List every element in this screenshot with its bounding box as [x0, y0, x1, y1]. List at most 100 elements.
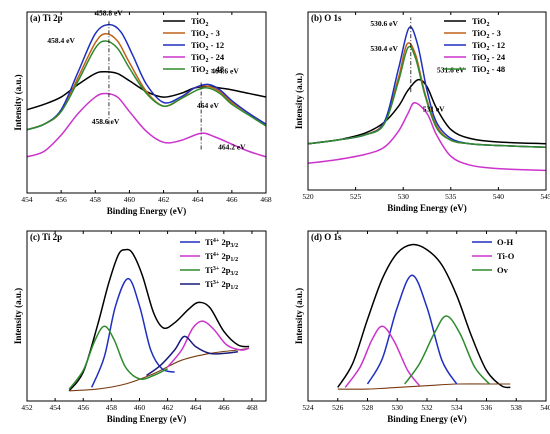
legend-entry: TiO2 - 12 — [472, 40, 505, 52]
series-line-tio2-3 — [308, 42, 546, 149]
panel-label: (c) Ti 2p — [30, 232, 62, 242]
x-tick-label: 468 — [246, 403, 258, 412]
x-tick-label: 462 — [158, 195, 170, 204]
x-tick-label: 528 — [362, 403, 374, 412]
series-line-ti4-2p1-2 — [167, 320, 250, 368]
x-tick-label: 456 — [78, 403, 90, 412]
x-tick-label: 464 — [192, 195, 204, 204]
legend-entry: TiO2 — [472, 16, 490, 28]
series-group — [337, 243, 511, 390]
x-tick-label: 454 — [49, 403, 61, 412]
panel-3: 452 454 456 458 460 462 464 466 468 (c) Ti 2p Bind… — [13, 230, 267, 424]
series-group — [308, 26, 546, 172]
y-axis-label: Intensity (a.u.) — [294, 73, 304, 129]
x-tick-label: 536 — [481, 403, 493, 412]
legend-entry: Ti-O — [497, 251, 515, 261]
series-line-o-h — [366, 274, 458, 385]
x-axis-label: Binding Energy (eV) — [387, 414, 467, 424]
legend-entry: TiO2 — [191, 16, 209, 28]
legend-entry: Ov — [497, 265, 509, 275]
x-tick-label: 538 — [511, 403, 523, 412]
peak-annotation: 458.4 eV — [47, 36, 75, 45]
x-axis-label: Binding Energy (eV) — [107, 414, 187, 424]
peak-annotation: 531.6 eV — [437, 66, 465, 75]
peak-annotation: 458.8 eV — [95, 9, 123, 18]
plot-frame — [26, 11, 267, 194]
x-tick-label: 454 — [21, 195, 33, 204]
legend: O-H Ti-O Ov — [472, 237, 515, 275]
panel-label: (d) O 1s — [311, 232, 342, 242]
legend-entry: Ti4+ 2p1/2 — [205, 251, 238, 263]
legend: Ti4+ 2p3/2 Ti4+ 2p1/2 Ti3+ 2p3/2 Ti3+ 2p1/2 — [180, 237, 238, 291]
x-tick-label: 458 — [106, 403, 118, 412]
peak-annotation: 530.4 eV — [370, 44, 398, 53]
peak-annotation: 458.6 eV — [92, 117, 120, 126]
panel-2: 520 525 530 535 540 545 (b) O 1s Binding Energy… — [294, 11, 550, 213]
x-tick-label: 452 — [21, 403, 33, 412]
legend-entry: Ti3+ 2p3/2 — [205, 265, 238, 277]
plot-frame — [26, 230, 267, 402]
legend-entry: Ti3+ 2p1/2 — [205, 279, 238, 291]
y-axis-label: Intensity (a.u.) — [13, 288, 23, 344]
legend-entry: TiO2 - 24 — [191, 52, 225, 64]
x-tick-label: 456 — [56, 195, 68, 204]
series-line-ov — [404, 315, 491, 385]
peak-annotation: 464.2 eV — [218, 143, 246, 152]
x-tick-label: 460 — [134, 403, 146, 412]
y-axis-label: Intensity (a.u.) — [294, 288, 304, 344]
y-axis-label: Intensity (a.u.) — [13, 74, 23, 130]
x-tick-label: 460 — [124, 195, 136, 204]
x-tick-label: 468 — [260, 195, 272, 204]
peak-annotation: 531 eV — [423, 105, 445, 114]
plot-frame — [307, 11, 547, 191]
peak-annotation: 464 eV — [197, 101, 219, 110]
x-tick-label: 545 — [540, 192, 550, 201]
series-line-background — [69, 347, 250, 392]
legend-entry: TiO2 - 24 — [472, 52, 506, 64]
series-line-tio2-24 — [308, 102, 546, 172]
x-tick-label: 524 — [302, 403, 314, 412]
series-line-envelope — [337, 243, 511, 389]
series-line-background — [337, 383, 511, 390]
x-tick-label: 458 — [90, 195, 102, 204]
series-line-tio2 — [308, 78, 546, 145]
x-tick-label: 535 — [445, 192, 457, 201]
legend-entry: Ti4+ 2p3/2 — [205, 237, 238, 249]
x-axis-label: Binding Energy (eV) — [107, 206, 187, 216]
series-line-tio2-24 — [27, 92, 266, 158]
panel-label: (b) O 1s — [311, 13, 342, 23]
x-tick-label: 530 — [392, 403, 404, 412]
series-line-tio2-12 — [27, 23, 266, 131]
series-line-tio2-3 — [27, 32, 266, 131]
x-tick-label: 532 — [421, 403, 433, 412]
panel-4: 524 526 528 530 532 534 536 538 540 (d) O 1s Bindi… — [294, 230, 550, 424]
panel-label: (a) Ti 2p — [30, 13, 63, 23]
peak-annotation: 464.6 eV — [211, 67, 239, 76]
x-tick-label: 462 — [162, 403, 174, 412]
legend-entry: O-H — [497, 237, 513, 247]
x-tick-label: 540 — [493, 192, 505, 201]
x-tick-label: 466 — [218, 403, 230, 412]
legend-entry: TiO2 - 3 — [472, 28, 501, 40]
x-tick-label: 520 — [302, 192, 314, 201]
series-line-ti3-2p3-2 — [68, 325, 168, 390]
x-tick-label: 540 — [540, 403, 550, 412]
x-tick-label: 530 — [398, 192, 410, 201]
series-line-tio2-48 — [27, 40, 266, 131]
panel-1: 454 456 458 460 462 464 466 468 (a) Ti 2p Binding… — [13, 9, 272, 216]
series-line-envelope — [68, 248, 250, 392]
series-line-ti3-2p1-2 — [146, 335, 238, 377]
legend-entry: TiO2 - 3 — [191, 28, 220, 40]
series-group — [68, 248, 250, 392]
legend-entry: TiO2 - 12 — [191, 40, 224, 52]
legend-entry: TiO2 - 48 — [191, 64, 224, 76]
series-line-ti-o — [344, 325, 421, 388]
x-tick-label: 526 — [332, 403, 344, 412]
x-axis-label: Binding Energy (eV) — [387, 203, 467, 213]
peak-annotation: 530.6 eV — [370, 19, 398, 28]
series-line-ti4-2p3-2 — [90, 277, 175, 388]
x-tick-label: 525 — [350, 192, 362, 201]
